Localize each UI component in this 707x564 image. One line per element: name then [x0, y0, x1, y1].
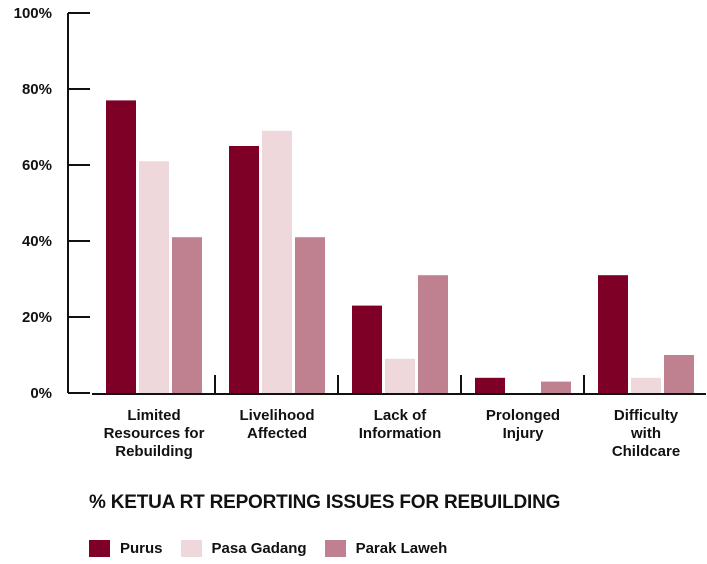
- bar-parak-laweh: [418, 275, 448, 393]
- x-category-label: with: [630, 425, 661, 442]
- bar-pasa-gadang: [631, 377, 661, 393]
- x-category-label: Livelihood: [240, 407, 315, 424]
- legend-swatch: [180, 540, 202, 557]
- x-category-label: Affected: [247, 425, 307, 442]
- legend-item: Purus: [89, 540, 163, 557]
- x-category-label: Information: [359, 425, 442, 442]
- legend-item: Parak Laweh: [324, 540, 448, 557]
- x-category-label: Lack of: [374, 407, 428, 424]
- chart-legend: Purus Pasa Gadang Parak Laweh: [89, 540, 465, 557]
- bar-parak-laweh: [295, 237, 325, 393]
- bar-parak-laweh: [664, 355, 694, 393]
- y-tick-label: 60%: [22, 157, 52, 174]
- y-tick-label: 20%: [22, 309, 52, 326]
- bar-purus: [352, 305, 382, 393]
- legend-label: Parak Laweh: [355, 540, 448, 557]
- x-category-label: Resources for: [104, 425, 205, 442]
- legend-swatch: [89, 540, 110, 557]
- bar-parak-laweh: [172, 237, 202, 393]
- x-category-label: Injury: [503, 425, 544, 442]
- x-category-label: Rebuilding: [115, 443, 193, 460]
- y-tick-label: 0%: [30, 385, 52, 402]
- x-category-label: Limited: [127, 407, 180, 424]
- y-tick-label: 40%: [22, 233, 52, 250]
- bar-purus: [106, 100, 136, 394]
- x-category-label: Difficulty: [614, 407, 679, 424]
- x-category-label: Childcare: [612, 443, 680, 460]
- chart-bars: [106, 100, 694, 394]
- bar-parak-laweh: [541, 381, 571, 393]
- chart-title: % KETUA RT REPORTING ISSUES FOR REBUILDI…: [89, 492, 561, 513]
- legend-label: Purus: [120, 540, 163, 557]
- bar-purus: [229, 146, 259, 393]
- legend-swatch: [324, 540, 346, 557]
- chart-axes: 0% 20% 40% 60% 80% 100%: [14, 5, 706, 402]
- legend-item: Pasa Gadang: [180, 540, 307, 557]
- bar-pasa-gadang: [139, 161, 169, 393]
- bar-pasa-gadang: [262, 130, 292, 394]
- x-category-label: Prolonged: [486, 407, 560, 424]
- bar-pasa-gadang: [385, 358, 415, 393]
- bar-purus: [598, 275, 628, 393]
- y-tick-label: 80%: [22, 81, 52, 98]
- bar-purus: [475, 377, 505, 393]
- legend-label: Pasa Gadang: [211, 540, 307, 557]
- y-tick-label: 100%: [14, 5, 52, 22]
